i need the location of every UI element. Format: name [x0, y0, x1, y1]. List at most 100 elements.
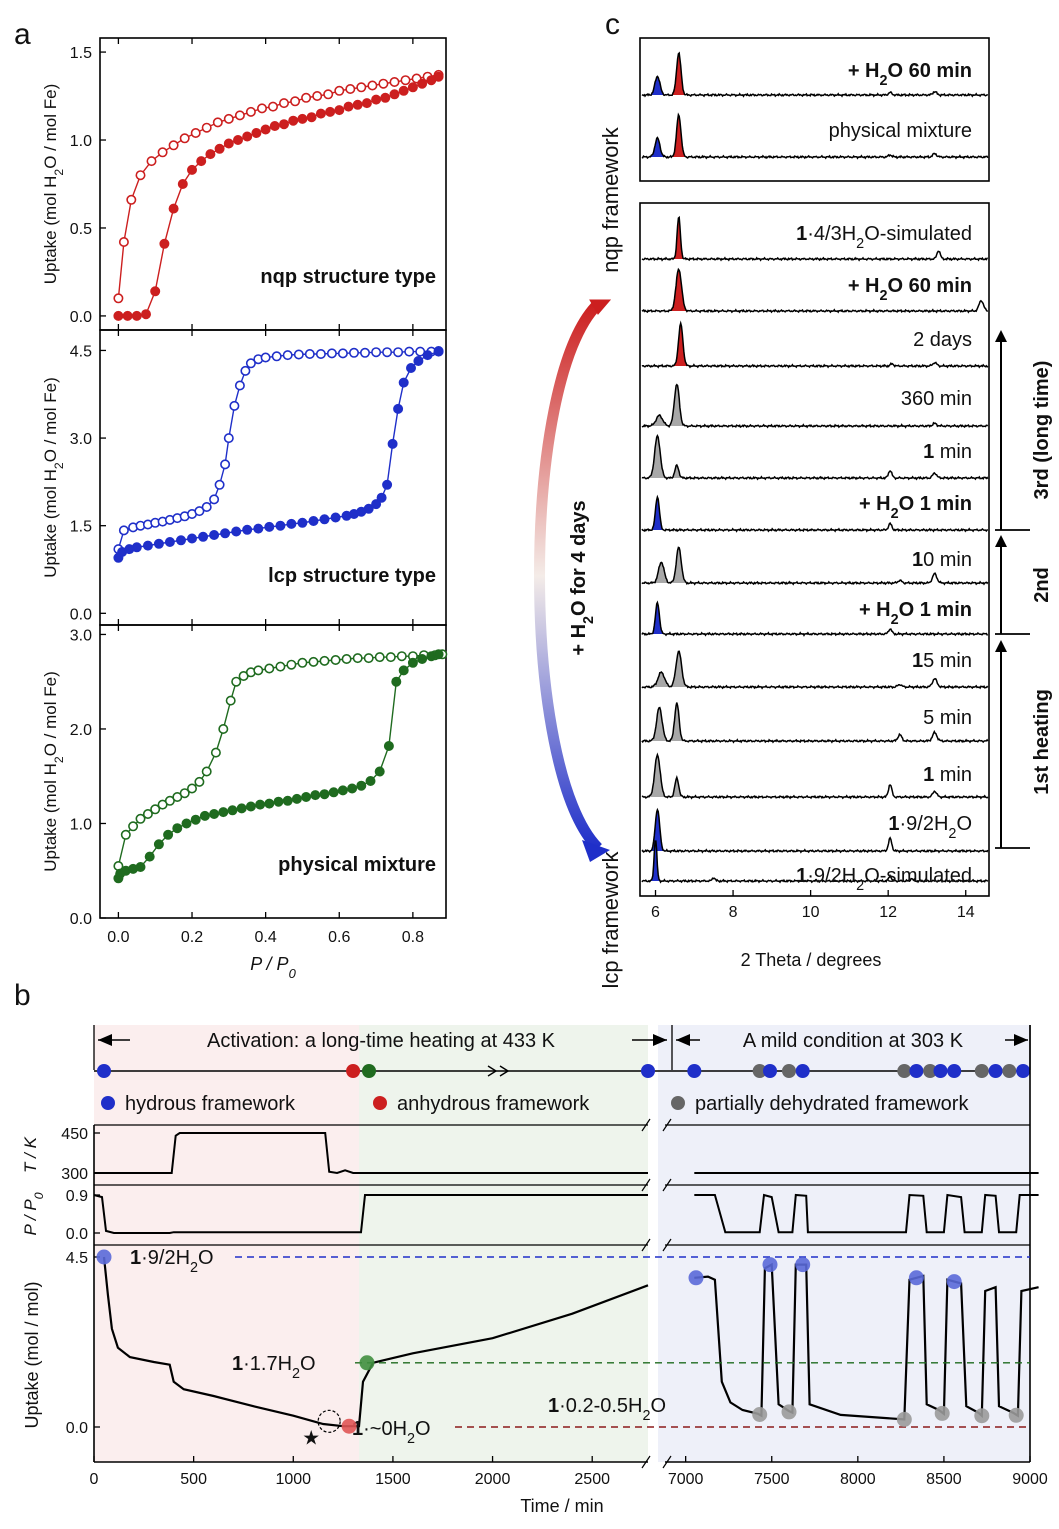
desorption-point: [201, 766, 212, 777]
desorption-point: [135, 813, 146, 824]
adsorption-point: [205, 149, 216, 160]
x-axis-label: P / P0: [250, 954, 296, 981]
desorption-point: [231, 676, 242, 687]
uptake-state-dot: [781, 1404, 797, 1420]
uptake-curve: [102, 1256, 649, 1428]
heating-label: 3rd (long time): [1031, 361, 1053, 500]
y-tick-label: 1.5: [70, 519, 92, 536]
adsorption-point: [142, 540, 153, 551]
structure-annotation: lcp structure type: [268, 565, 436, 587]
adsorption-point: [164, 536, 175, 547]
legend-dot: [101, 1096, 115, 1110]
desorption-point: [214, 479, 225, 490]
heating-arrowhead: [995, 535, 1007, 547]
desorption-point: [142, 808, 153, 819]
adsorption-point: [209, 529, 220, 540]
pressure-axis-label: P / P0: [21, 1192, 46, 1235]
desorption-point: [282, 350, 293, 361]
x-tick-label: 500: [180, 1471, 207, 1488]
desorption-point: [220, 459, 231, 470]
x-tick-label: 0.0: [107, 929, 129, 946]
adsorption-point: [159, 238, 170, 249]
desorption-point: [286, 659, 297, 670]
adsorption-point: [190, 814, 201, 825]
trace-label: 1·9/2H2O: [888, 813, 972, 842]
pxrd-trace: [641, 51, 989, 98]
adsorption-point: [371, 94, 382, 105]
y-tick-label: 0.0: [70, 606, 92, 623]
uptake-state-dot: [908, 1270, 924, 1286]
adsorption-point: [407, 82, 418, 93]
adsorption-point: [391, 676, 402, 687]
uptake-state-dot: [934, 1405, 950, 1421]
desorption-point: [275, 661, 286, 672]
adsorption-point: [122, 310, 133, 321]
isotherm-frame: [99, 624, 447, 919]
adsorption-point: [231, 526, 242, 537]
desorption-point: [297, 657, 308, 668]
timeline-state-dot: [947, 1064, 962, 1078]
pxrd-trace: [641, 840, 989, 884]
desorption-point: [229, 400, 240, 411]
pressure-curve: [93, 1194, 648, 1234]
timeline-state-dot: [909, 1064, 924, 1078]
adsorption-point: [398, 85, 409, 96]
adsorption-point: [282, 795, 293, 806]
uptake-state-dot: [688, 1270, 704, 1286]
adsorption-point: [328, 787, 339, 798]
desorption-point: [404, 346, 415, 357]
adsorption-point: [325, 106, 336, 117]
desorption-point: [157, 147, 168, 158]
adsorption-point: [433, 346, 444, 357]
timeline-chevron: [487, 1065, 498, 1077]
y-tick-label: 0.0: [66, 1420, 88, 1437]
adsorption-point: [297, 113, 308, 124]
desorption-point: [367, 80, 378, 91]
adsorption-point: [398, 665, 409, 676]
heating-label: 2nd: [1031, 567, 1053, 603]
desorption-point: [240, 365, 251, 376]
y-tick-label: 0.0: [66, 1226, 88, 1243]
y-axis-label: Uptake (mol H2O / mol Fe): [41, 84, 66, 284]
adsorption-point: [198, 531, 209, 542]
desorption-point: [260, 352, 271, 363]
desorption-line: [117, 74, 439, 299]
adsorption-line: [117, 653, 439, 879]
span-arrowhead: [98, 1034, 112, 1046]
adsorption-point: [301, 791, 312, 802]
pxrd-top-frame: [639, 37, 990, 182]
y-tick-label: 3.0: [70, 627, 92, 644]
desorption-point: [128, 821, 139, 832]
x-tick-label: 9000: [1012, 1471, 1048, 1488]
panel-b-timeline: Activation: a long-time heating at 433 K…: [21, 1025, 1048, 1516]
desorption-point: [223, 113, 234, 124]
desorption-point: [330, 654, 341, 665]
adsorption-point: [245, 801, 256, 812]
x-tick-label: 7000: [668, 1471, 704, 1488]
pxrd-trace: [641, 600, 989, 637]
desorption-point: [234, 110, 245, 121]
temperature-curve: [94, 1132, 648, 1175]
desorption-point: [210, 747, 221, 758]
adsorption-point: [260, 124, 271, 135]
adsorption-point: [306, 112, 317, 123]
y-tick-label: 1.5: [70, 45, 92, 62]
trace-label: + H2O 60 min: [848, 275, 972, 304]
adsorption-point: [255, 799, 266, 810]
desorption-point: [194, 506, 205, 517]
span-arrowhead: [653, 1034, 667, 1046]
desorption-point: [400, 75, 411, 86]
adsorption-point: [113, 310, 124, 321]
uptake-axis-label: Uptake (mol / mol): [22, 1281, 42, 1428]
desorption-point: [245, 106, 256, 117]
pxrd-trace: [641, 267, 989, 314]
desorption-point: [225, 695, 236, 706]
x-tick-label: 0: [90, 1471, 99, 1488]
desorption-point: [341, 653, 352, 664]
y-tick-label: 0.0: [70, 309, 92, 326]
desorption-point: [374, 652, 385, 663]
trace-label: 10 min: [912, 549, 972, 571]
desorption-point: [146, 156, 157, 167]
desorption-point: [168, 140, 179, 151]
pxrd-trace: [641, 650, 989, 690]
